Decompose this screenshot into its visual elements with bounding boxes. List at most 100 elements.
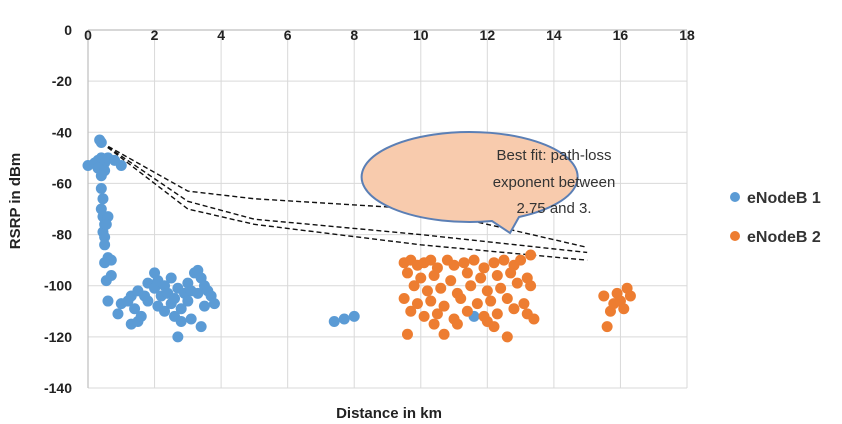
best-fit-callout: Best fit: path-loss exponent between 2.7…: [360, 130, 615, 235]
enodeb-1-point: [159, 305, 171, 317]
enodeb-2-point: [498, 254, 510, 266]
y-tick-label: -80: [52, 227, 72, 243]
fit-lines: [100, 141, 588, 261]
y-tick-label: -40: [52, 124, 72, 140]
enodeb-1-point: [102, 295, 114, 307]
enodeb-2-point: [438, 328, 450, 340]
enodeb-1-point: [208, 298, 220, 310]
fit-line: [100, 141, 588, 249]
enodeb-2-point: [471, 298, 483, 310]
enodeb-2-point: [461, 305, 473, 317]
enodeb-1-point: [182, 295, 194, 307]
enodeb-1-point: [109, 154, 121, 166]
enodeb-2-point: [488, 321, 500, 333]
enodeb-2-point: [425, 254, 437, 266]
enodeb-2-point: [528, 313, 540, 325]
fit-line: [100, 141, 588, 254]
enodeb-2-point: [475, 272, 487, 284]
enodeb-1-point: [198, 300, 210, 312]
x-tick-label: 12: [480, 27, 496, 43]
enodeb-2-point: [401, 267, 413, 279]
enodeb-2-point: [458, 257, 470, 269]
x-tick-label: 10: [413, 27, 429, 43]
legend-marker-enodeb-1: [730, 192, 740, 202]
enodeb-2-point: [438, 300, 450, 312]
enodeb-2-point: [421, 285, 433, 297]
enodeb-2-point: [408, 280, 420, 292]
legend-label-enodeb-1: eNodeB 1: [747, 190, 821, 207]
enodeb-2-point: [461, 267, 473, 279]
enodeb-2-point: [455, 293, 467, 304]
enodeb-2-point: [431, 308, 443, 320]
axes: [87, 29, 687, 388]
enodeb-2-point: [398, 293, 410, 304]
enodeb-1-point: [348, 310, 360, 322]
y-tick-label: -140: [44, 380, 72, 396]
enodeb-2-point: [465, 280, 477, 292]
x-tick-label: 18: [679, 27, 695, 43]
enodeb-2-point: [415, 272, 427, 284]
x-tick-label: 6: [284, 27, 292, 43]
enodeb-2-point: [425, 295, 437, 307]
enodeb-1-point: [95, 170, 107, 182]
enodeb-2-point: [491, 269, 503, 281]
enodeb-1-point: [135, 310, 147, 322]
enodeb-1-point: [185, 313, 197, 325]
enodeb-2-point: [601, 321, 613, 333]
enodeb-2-point: [525, 249, 537, 261]
enodeb-2-point: [488, 257, 500, 269]
x-axis-title: Distance in km: [336, 405, 442, 422]
y-axis-title: RSRP in dBm: [7, 153, 24, 249]
enodeb-2-point: [401, 328, 413, 340]
enodeb-2-point: [501, 293, 513, 304]
y-tick-label: -100: [44, 278, 72, 294]
x-tick-label: 2: [151, 27, 159, 43]
enodeb-2-point: [624, 290, 636, 302]
enodeb-1-point: [100, 218, 112, 230]
enodeb-2-point: [435, 282, 447, 294]
enodeb-2-point: [445, 275, 457, 287]
enodeb-1-point: [129, 303, 141, 315]
y-tick-labels: 0 -20 -40 -60 -80 -100 -120 -140: [44, 22, 72, 396]
legend-item-enodeb-2: eNodeB 2: [730, 229, 821, 246]
data-points: [82, 134, 636, 343]
enodeb-2-point: [468, 254, 480, 266]
enodeb-1-point: [105, 269, 117, 281]
x-tick-label: 4: [217, 27, 225, 43]
enodeb-2-point: [478, 262, 490, 274]
x-tick-label: 14: [546, 27, 562, 43]
fit-line: [100, 141, 588, 261]
callout-bubble: [360, 130, 579, 235]
enodeb-2-point: [495, 282, 507, 294]
enodeb-2-point: [515, 254, 527, 266]
enodeb-1-point: [195, 321, 207, 333]
enodeb-1-point: [192, 287, 204, 299]
enodeb-2-point: [405, 305, 417, 317]
legend-label-enodeb-2: eNodeB 2: [747, 229, 821, 246]
y-tick-label: -60: [52, 175, 72, 191]
y-tick-label: -120: [44, 329, 72, 345]
enodeb-2-point: [618, 303, 630, 315]
callout-line-1: Best fit: path-loss: [496, 147, 611, 164]
enodeb-2-point: [411, 298, 423, 310]
enodeb-2-point: [428, 269, 440, 281]
enodeb-1-point: [175, 303, 187, 315]
enodeb-1-point: [328, 316, 340, 328]
enodeb-1-point: [338, 313, 350, 325]
y-tick-label: -20: [52, 73, 72, 89]
enodeb-1-point: [99, 231, 111, 243]
enodeb-2-point: [505, 267, 517, 279]
enodeb-2-point: [481, 285, 493, 297]
enodeb-2-point: [418, 310, 430, 322]
x-tick-label: 8: [350, 27, 358, 43]
enodeb-2-point: [508, 303, 520, 315]
enodeb-1-point: [169, 293, 181, 304]
legend-marker-enodeb-2: [730, 231, 740, 241]
enodeb-2-point: [448, 259, 460, 271]
enodeb-1-point: [95, 183, 107, 195]
enodeb-1-point: [94, 134, 106, 146]
enodeb-2-point: [428, 318, 440, 330]
x-tick-label: 0: [84, 27, 92, 43]
legend-item-enodeb-1: eNodeB 1: [730, 190, 821, 207]
enodeb-1-point: [172, 331, 184, 343]
